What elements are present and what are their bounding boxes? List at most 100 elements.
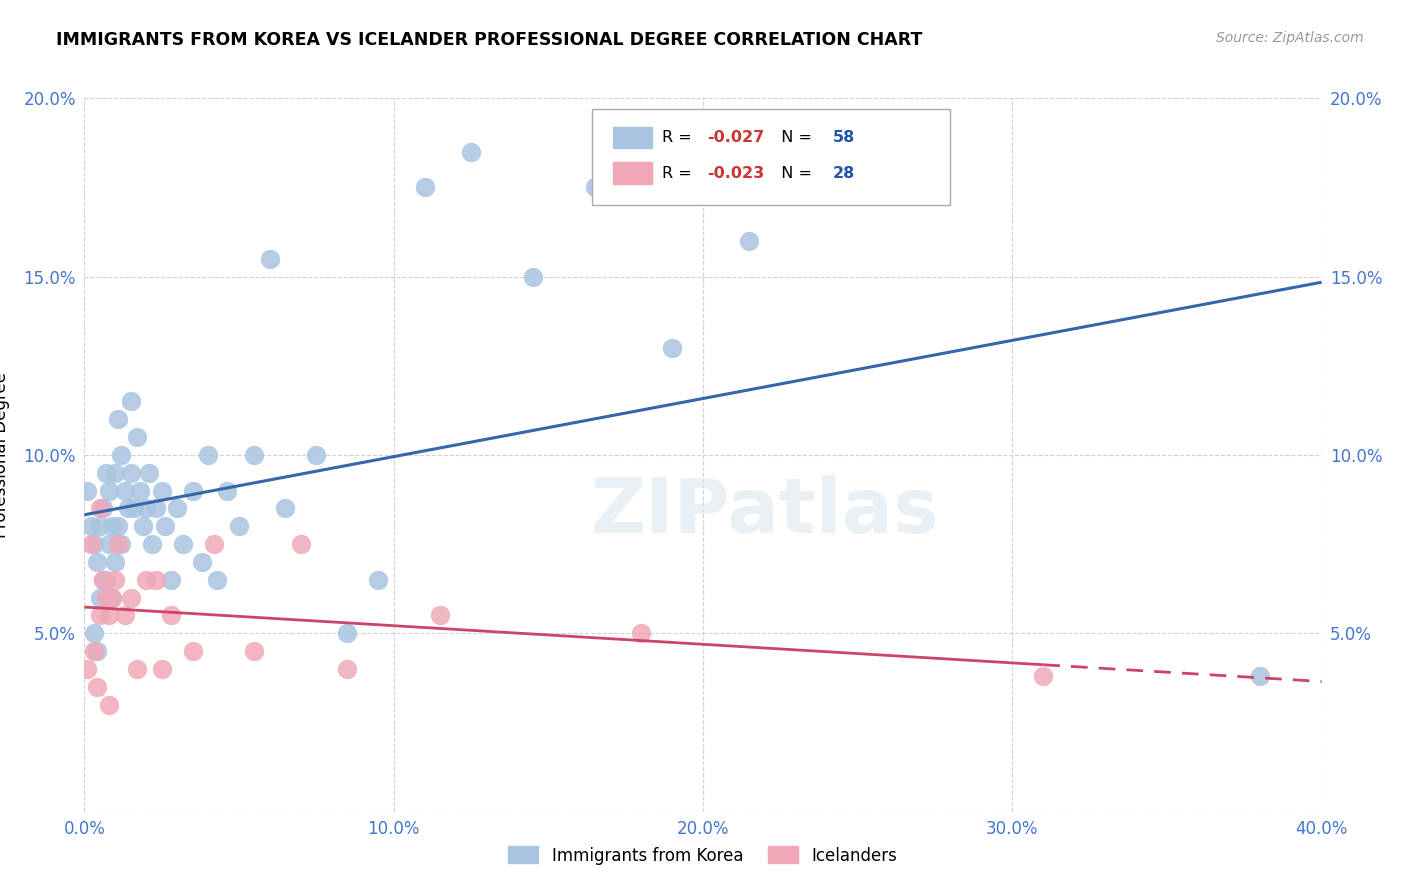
Point [120,394,142,409]
Point [98,608,121,623]
Point [259,252,281,266]
Point [228,519,250,533]
Text: IMMIGRANTS FROM KOREA VS ICELANDER PROFESSIONAL DEGREE CORRELATION CHART: IMMIGRANTS FROM KOREA VS ICELANDER PROFE… [56,31,922,49]
Point [79,519,101,533]
Point [94,466,117,480]
Point [522,269,544,284]
Point [367,573,389,587]
Point [107,412,129,426]
Text: Source: ZipAtlas.com: Source: ZipAtlas.com [1216,31,1364,45]
Point [135,501,157,516]
Point [429,608,451,623]
Point [91,501,114,516]
Point [132,519,155,533]
Point [98,698,121,712]
Point [129,483,152,498]
Point [98,537,121,551]
Point [166,501,188,516]
Point [305,448,328,462]
Legend: Immigrants from Korea, Icelanders: Immigrants from Korea, Icelanders [502,839,904,871]
Point [153,519,176,533]
Point [86,680,108,694]
Point [114,483,136,498]
Point [191,555,214,569]
Text: -0.023: -0.023 [707,166,763,180]
Point [98,483,121,498]
Text: -0.027: -0.027 [707,130,763,145]
Point [202,537,225,551]
Point [243,448,266,462]
Point [150,483,173,498]
Point [583,180,606,194]
Point [83,626,105,640]
FancyBboxPatch shape [613,162,652,184]
Point [101,519,124,533]
Point [290,537,312,551]
Point [104,466,127,480]
Point [101,591,124,605]
Point [336,662,359,676]
Point [160,573,183,587]
Point [135,573,157,587]
Text: R =: R = [662,166,697,180]
Point [89,591,111,605]
Point [630,626,652,640]
Point [91,573,114,587]
Point [141,537,163,551]
Point [125,430,148,444]
Point [661,341,683,355]
Point [1032,669,1054,683]
Point [738,234,761,248]
Point [91,573,114,587]
Point [86,644,108,658]
Text: N =: N = [770,166,817,180]
Text: ZIPatlas: ZIPatlas [591,475,939,549]
Point [89,608,111,623]
Point [336,626,359,640]
Point [1249,669,1271,683]
Point [104,555,127,569]
Point [215,483,238,498]
Point [125,662,148,676]
Point [104,573,127,587]
Point [122,501,145,516]
Point [83,537,105,551]
Point [145,501,167,516]
Point [107,537,129,551]
Point [79,537,101,551]
Point [83,644,105,658]
Point [94,591,117,605]
Point [145,573,167,587]
Text: R =: R = [662,130,697,145]
Point [110,537,132,551]
Point [110,448,132,462]
Point [101,591,124,605]
FancyBboxPatch shape [592,109,950,205]
Point [120,591,142,605]
Point [150,662,173,676]
Point [120,466,142,480]
Point [172,537,194,551]
Point [207,573,229,587]
Y-axis label: Professional Degree: Professional Degree [0,372,10,538]
Point [181,483,204,498]
Point [138,466,160,480]
Point [460,145,482,159]
Point [76,662,98,676]
Point [181,644,204,658]
FancyBboxPatch shape [613,127,652,148]
Point [94,573,117,587]
Text: N =: N = [770,130,817,145]
Point [243,644,266,658]
Text: 58: 58 [832,130,855,145]
Text: 28: 28 [832,166,855,180]
Point [86,555,108,569]
Point [107,519,129,533]
Point [117,501,139,516]
Point [413,180,436,194]
Point [89,519,111,533]
Point [89,501,111,516]
Point [274,501,297,516]
Point [197,448,219,462]
Point [114,608,136,623]
